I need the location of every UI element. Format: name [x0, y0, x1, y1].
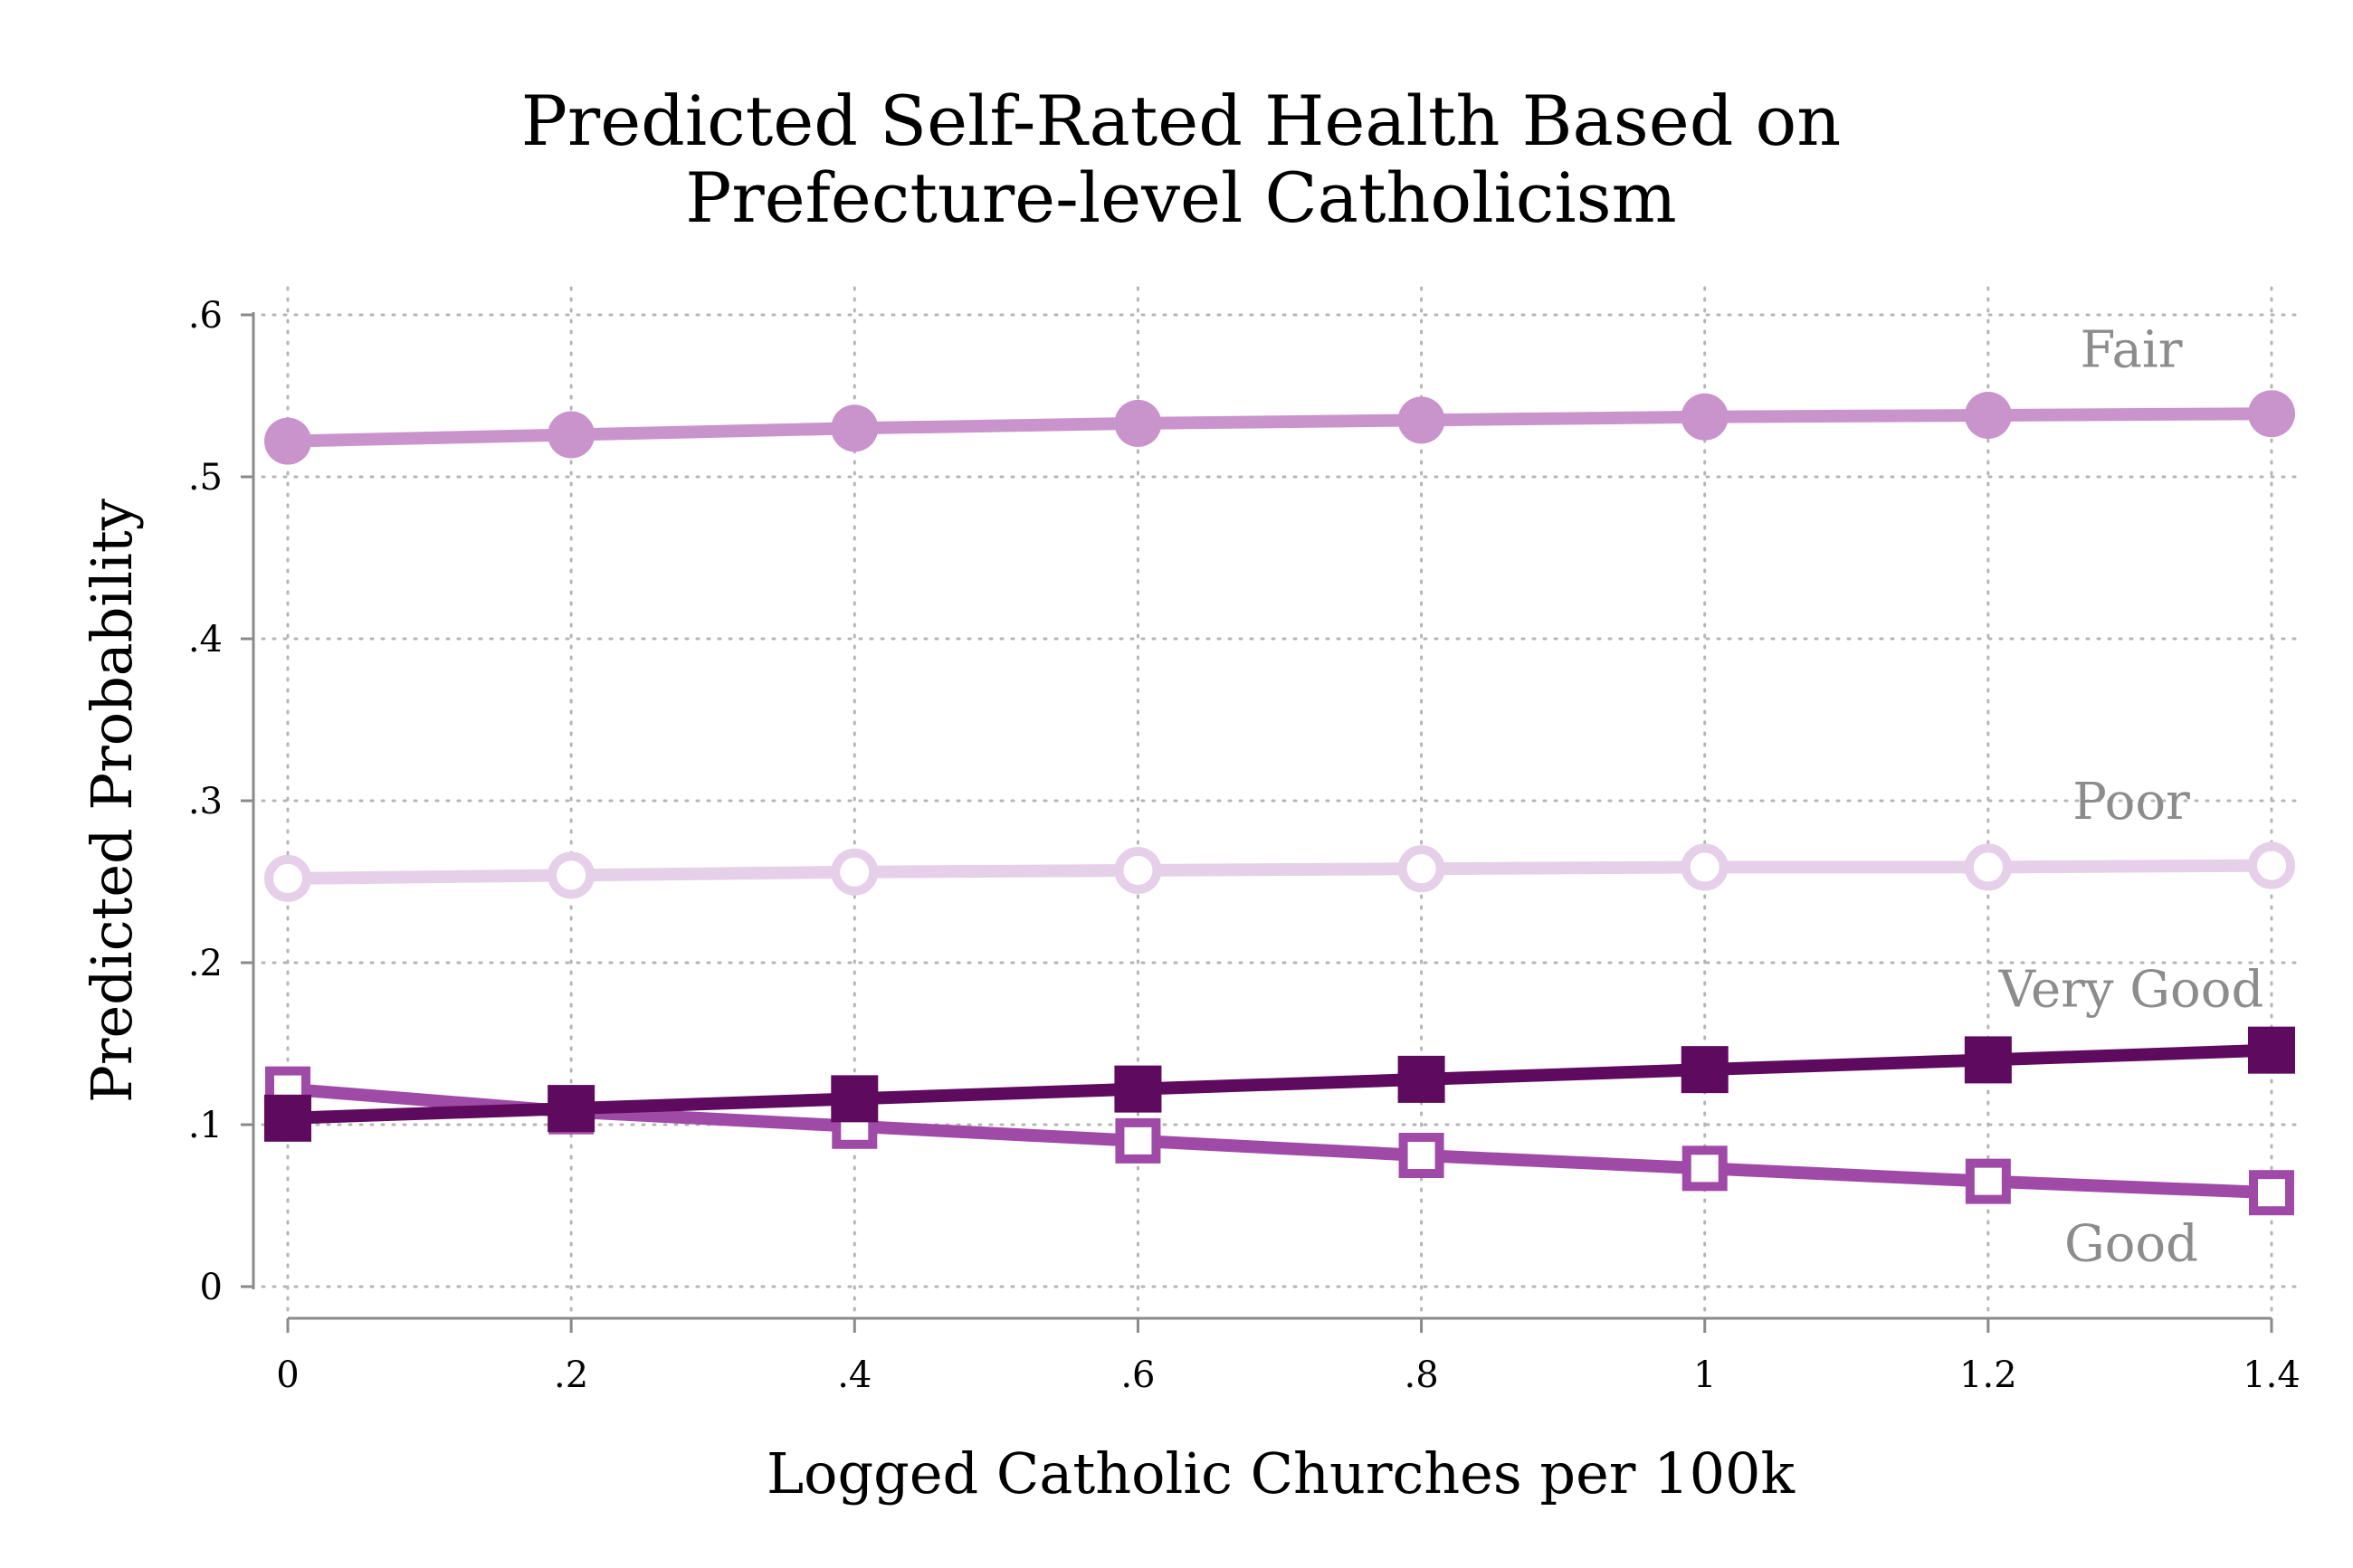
marker-fair-4	[1397, 396, 1445, 444]
marker-poor-5	[1681, 843, 1729, 891]
marker-very-good-1	[548, 1085, 595, 1133]
marker-poor-0	[264, 854, 311, 902]
x-tick-label-5: 1	[1693, 1354, 1716, 1396]
marker-fair-0	[264, 417, 311, 465]
series-line-very-good	[281, 1043, 2278, 1125]
series-line-good	[281, 1082, 2278, 1200]
marker-fair-7	[2248, 390, 2295, 438]
x-tick-label-3: .6	[1120, 1354, 1155, 1396]
chart-title-line-1: Predicted Self-Rated Health Based on	[521, 81, 1842, 161]
marker-good-3	[1115, 1117, 1161, 1164]
chart-title-line-2: Prefecture-level Catholicism	[685, 157, 1677, 238]
marker-very-good-6	[1964, 1036, 2012, 1084]
y-tick-label-2: .2	[188, 943, 223, 984]
series-line-fair	[281, 407, 2278, 448]
marker-very-good-5	[1681, 1046, 1729, 1094]
x-tick-label-4: .8	[1404, 1354, 1438, 1396]
series-labels: Fair Poor Very Good Good	[1998, 321, 2264, 1274]
y-tick-label-0: 0	[200, 1267, 223, 1308]
marker-very-good-4	[1397, 1055, 1445, 1103]
marker-fair-2	[831, 404, 879, 452]
x-tick-label-2: .4	[837, 1354, 872, 1396]
y-tick-label-1: .1	[188, 1105, 223, 1146]
series-label-good: Good	[2064, 1215, 2198, 1274]
x-tick-label-1: .2	[554, 1354, 588, 1396]
series-label-poor: Poor	[2072, 773, 2190, 832]
marker-fair-5	[1681, 393, 1729, 441]
marker-poor-7	[2248, 841, 2295, 889]
x-tick-label-7: 1.4	[2243, 1354, 2301, 1396]
marker-fair-3	[1114, 399, 1162, 447]
y-tick-label-6: .6	[188, 295, 223, 337]
marker-very-good-7	[2248, 1026, 2295, 1074]
marker-poor-1	[548, 851, 595, 899]
marker-poor-2	[831, 848, 879, 896]
marker-good-6	[1965, 1158, 2011, 1204]
y-axis-label: Predicted Probability	[79, 499, 145, 1103]
y-tick-label-5: .5	[188, 457, 223, 499]
series-label-fair: Fair	[2080, 321, 2182, 380]
series-label-very-good: Very Good	[1998, 961, 2264, 1020]
axes	[241, 312, 2273, 1333]
gridlines	[261, 286, 2305, 1316]
series-lines	[281, 407, 2278, 1200]
marker-very-good-2	[831, 1075, 879, 1123]
marker-poor-4	[1397, 845, 1445, 893]
marker-very-good-0	[264, 1094, 311, 1142]
tick-labels: 0 .1 .2 .3 .4 .5 .6 0 .2 .4 .6 .8 1 1.2 1.4	[188, 295, 2301, 1396]
marker-good-7	[2249, 1170, 2294, 1216]
series-line-poor	[281, 859, 2278, 885]
series-markers	[264, 390, 2295, 1216]
marker-good-5	[1681, 1145, 1728, 1192]
marker-very-good-3	[1114, 1065, 1162, 1113]
x-tick-label-6: 1.2	[1959, 1354, 2017, 1396]
marker-poor-3	[1114, 846, 1162, 894]
marker-poor-6	[1964, 843, 2012, 891]
marker-fair-1	[548, 411, 595, 459]
y-tick-label-4: .4	[188, 619, 223, 660]
marker-fair-6	[1964, 391, 2012, 439]
x-tick-label-0: 0	[276, 1354, 299, 1396]
marker-good-4	[1398, 1133, 1444, 1179]
y-tick-label-3: .3	[188, 781, 223, 822]
x-axis-label: Logged Catholic Churches per 100k	[767, 1440, 1796, 1506]
